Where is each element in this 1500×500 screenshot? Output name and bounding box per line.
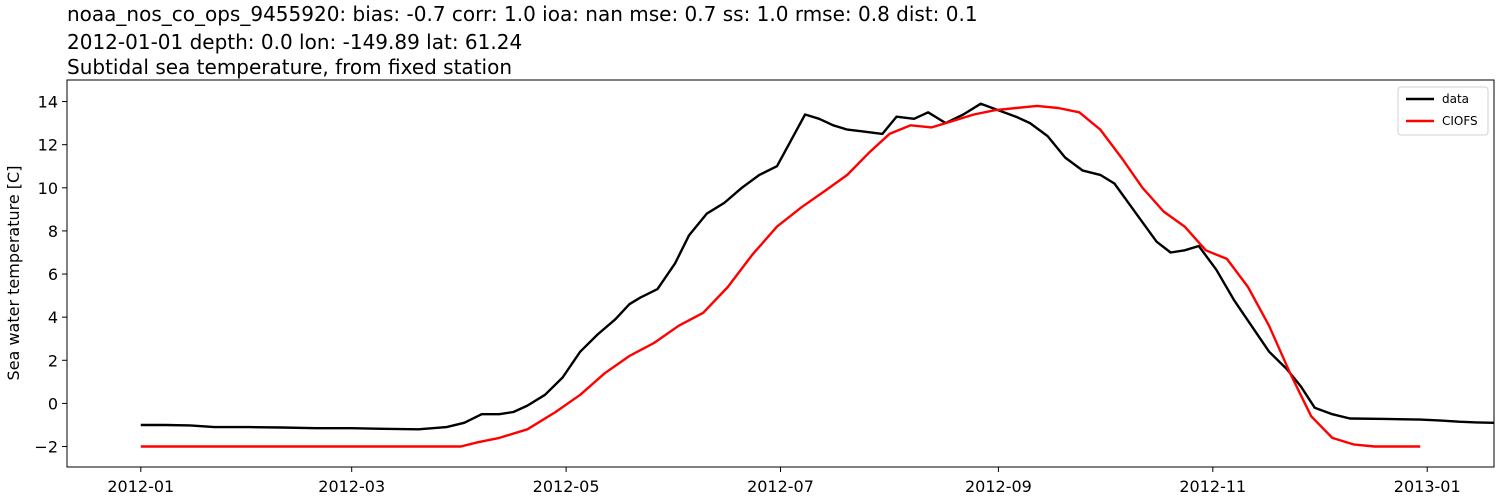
y-tick-label: 4 [48,308,58,327]
chart-title-line-3: Subtidal sea temperature, from fixed sta… [67,55,512,79]
legend-label-ciofs: CIOFS [1442,114,1478,128]
x-tick-label: 2013-01 [1394,477,1461,496]
y-tick-label: 10 [38,179,58,198]
y-tick-label: −2 [34,438,58,457]
plot-lines [140,102,1494,448]
legend: data CIOFS [1397,86,1489,136]
y-tick-label: 2 [48,351,58,370]
legend-label-data: data [1442,92,1469,106]
y-tick-label: 14 [38,93,58,112]
chart-title-line-2: 2012-01-01 depth: 0.0 lon: -149.89 lat: … [67,30,523,54]
y-tick-label: 12 [38,136,58,155]
x-tick-label: 2012-07 [747,477,814,496]
x-tick-label: 2012-01 [107,477,174,496]
x-tick-label: 2012-05 [533,477,600,496]
series-line-ciofs [140,104,1421,448]
plot-frame [66,79,1495,468]
x-tick-label: 2012-03 [318,477,385,496]
y-tick-label: 6 [48,265,58,284]
x-tick-label: 2012-09 [965,477,1032,496]
x-tick-label: 2012-11 [1179,477,1246,496]
y-tick-label: 0 [48,394,58,413]
y-tick-label: 8 [48,222,58,241]
series-line-data [140,102,1494,431]
y-axis-label: Sea water temperature [C] [4,166,23,381]
axis-ticks: −2 0 2 4 6 8 10 12 14 2012-01 2012-03 2012-05 2012-0… [34,93,1460,496]
chart-title-line-1: noaa_nos_co_ops_9455920: bias: -0.7 corr… [67,2,978,26]
